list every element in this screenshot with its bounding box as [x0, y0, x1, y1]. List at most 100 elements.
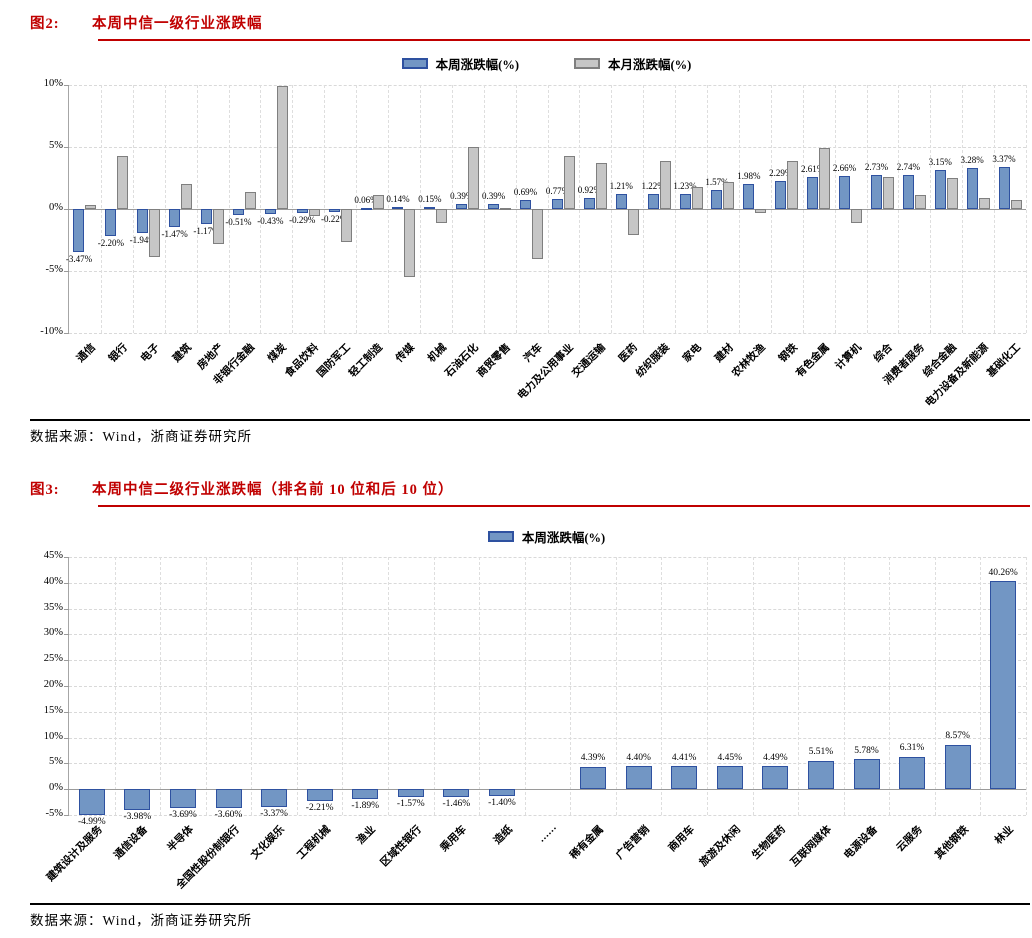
figure3-caption: 图3: 本周中信二级行业涨跌幅（排名前 10 位和后 10 位） — [30, 478, 1030, 507]
caption-rule — [98, 39, 1030, 41]
weekly-change-bar — [78, 789, 105, 815]
legend-item-weekly: 本周涨跌幅(%) — [487, 527, 605, 546]
value-label: 0.92% — [577, 184, 601, 195]
figure3-plot: 45% 40% 35% 30% 25% 20% 15% 10% 5% 0% -5% -4.99% -3.… — [44, 550, 1027, 891]
y-axis-tick — [64, 789, 69, 791]
legend-swatch-icon — [487, 531, 514, 542]
weekly-change-bar — [944, 744, 971, 790]
y-axis-label: -5% — [45, 808, 64, 819]
weekly-change-bar — [990, 581, 1017, 790]
y-axis-tick — [64, 85, 69, 86]
monthly-change-bar — [244, 191, 256, 209]
value-label: 0.69% — [513, 187, 538, 198]
figure2-caption-prefix: 图2: — [30, 16, 60, 32]
monthly-change-bar — [851, 209, 863, 223]
weekly-change-bar — [762, 766, 789, 790]
monthly-change-bar — [85, 205, 97, 209]
monthly-change-bar — [819, 148, 831, 209]
value-label: -0.51% — [225, 217, 252, 228]
weekly-change-bar — [743, 184, 755, 209]
caption-rule — [98, 505, 1030, 507]
value-label: 0.39% — [482, 191, 506, 202]
legend-label: 本月涨跌幅(%) — [608, 58, 692, 72]
y-axis-tick — [64, 271, 69, 272]
figure2-source-text: 数据来源：Wind，浙商证券研究所 — [30, 429, 252, 444]
weekly-change-bar — [169, 209, 181, 228]
monthly-change-bar — [436, 209, 448, 223]
y-axis-tick — [64, 737, 69, 739]
gridline-horizontal — [69, 634, 1026, 636]
y-axis-label: 25% — [43, 653, 63, 665]
value-label: 1.22% — [641, 180, 665, 191]
y-axis-label: 0% — [49, 202, 63, 213]
weekly-change-bar — [137, 209, 149, 234]
monthly-change-bar — [882, 176, 894, 209]
monthly-change-bar — [691, 186, 703, 209]
monthly-change-bar — [500, 207, 512, 210]
weekly-change-bar — [807, 760, 834, 790]
monthly-change-bar — [340, 209, 352, 243]
y-axis-tick — [64, 557, 69, 558]
weekly-change-bar — [261, 789, 288, 807]
monthly-change-bar — [308, 209, 320, 217]
weekly-change-bar — [392, 207, 404, 210]
monthly-change-bar — [787, 160, 799, 209]
gridline-vertical — [570, 557, 572, 815]
y-axis-label: 20% — [43, 679, 63, 690]
value-label: 2.66% — [832, 163, 857, 174]
figure3-caption-title: 本周中信二级行业涨跌幅（排名前 10 位和后 10 位） — [92, 482, 454, 498]
monthly-change-bar — [946, 178, 958, 209]
weekly-change-bar — [296, 209, 308, 213]
weekly-change-bar — [839, 176, 851, 209]
y-axis-tick — [64, 815, 69, 816]
gridline-horizontal — [69, 686, 1026, 687]
value-label: 0.39% — [450, 191, 474, 202]
figure3-source: 数据来源：Wind，浙商证券研究所 — [30, 903, 1030, 929]
monthly-change-bar — [914, 195, 926, 209]
value-label: 6.31% — [899, 743, 925, 754]
gridline-horizontal — [69, 582, 1026, 584]
monthly-change-bar — [213, 209, 225, 244]
y-axis-tick — [64, 582, 69, 584]
legend-item-monthly: 本月涨跌幅(%) — [574, 54, 691, 73]
value-label: 8.57% — [945, 731, 970, 742]
value-label: -1.94% — [129, 235, 156, 246]
gridline-horizontal — [69, 333, 1026, 334]
value-label: -1.47% — [161, 229, 188, 240]
gridline-vertical — [296, 557, 298, 815]
y-axis-tick — [64, 686, 69, 687]
gridline-vertical — [251, 557, 253, 815]
value-label: -0.22% — [321, 213, 348, 224]
weekly-change-bar — [105, 209, 117, 237]
y-axis-label: 10% — [43, 78, 63, 89]
value-label: 2.74% — [896, 162, 920, 173]
gridline-vertical — [524, 557, 526, 815]
y-axis-label: 40% — [43, 575, 63, 587]
y-axis-tick — [64, 147, 69, 148]
monthly-change-bar — [117, 155, 129, 209]
y-axis-tick — [64, 711, 69, 713]
y-axis-label: 0% — [49, 782, 63, 794]
gridline-vertical — [661, 557, 663, 815]
value-label: 4.39% — [580, 753, 606, 764]
weekly-change-bar — [520, 200, 532, 209]
x-axis-line — [69, 789, 1026, 791]
weekly-change-bar — [625, 766, 652, 790]
value-label: -0.29% — [289, 214, 316, 225]
value-label: -3.69% — [169, 810, 197, 821]
y-axis-label: 5% — [49, 140, 63, 151]
weekly-change-bar — [551, 199, 563, 209]
monthly-change-bar — [181, 184, 193, 209]
weekly-change-bar — [424, 207, 436, 210]
gridline-vertical — [114, 557, 116, 815]
figure3-legend: 本周涨跌幅(%) — [68, 527, 1025, 546]
y-axis-tick — [64, 333, 69, 334]
y-axis-label: 15% — [43, 704, 63, 716]
monthly-change-bar — [755, 209, 767, 213]
y-axis-tick — [64, 763, 69, 765]
weekly-change-bar — [328, 209, 340, 212]
y-axis-tick — [64, 634, 69, 636]
gridline-vertical — [707, 557, 708, 815]
weekly-change-bar — [264, 209, 276, 215]
